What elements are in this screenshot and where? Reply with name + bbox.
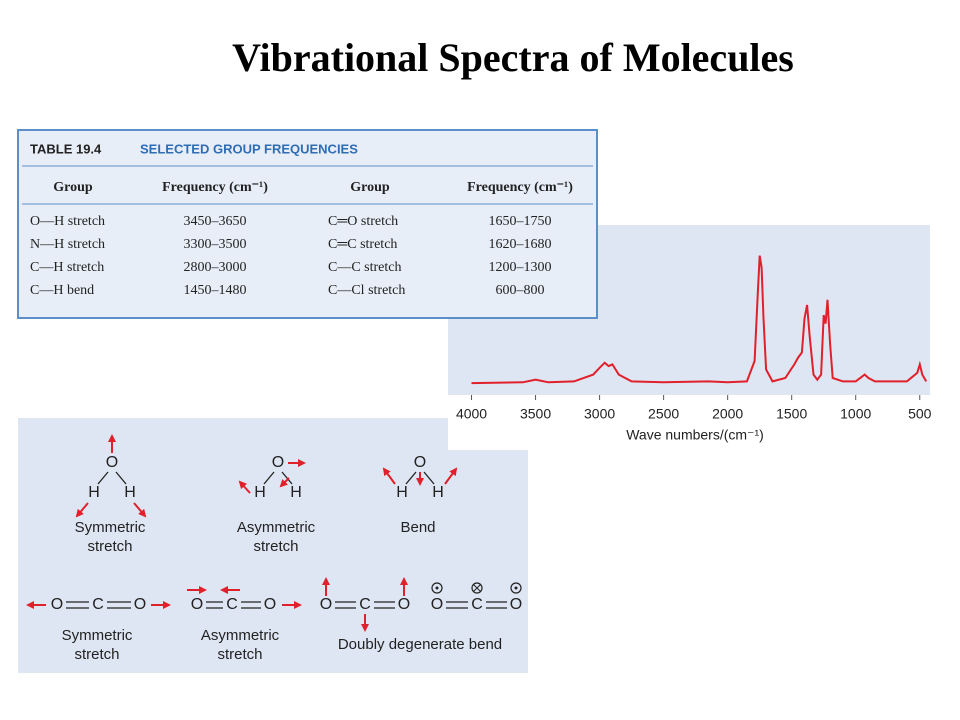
table-caption: SELECTED GROUP FREQUENCIES xyxy=(140,141,358,156)
frequency-table: TABLE 19.4 SELECTED GROUP FREQUENCIES Gr… xyxy=(17,129,598,319)
table-cell: C—Cl stretch xyxy=(328,283,405,298)
x-tick-label: 3500 xyxy=(520,406,551,422)
atom: C xyxy=(226,596,238,613)
bond xyxy=(263,471,275,485)
mode-label: Doubly degenerate bend xyxy=(338,636,502,653)
atom: O xyxy=(134,596,146,613)
bond xyxy=(115,471,127,485)
table-cell: C—C stretch xyxy=(328,260,402,275)
atom: O xyxy=(414,454,426,471)
motion-arrow xyxy=(444,467,458,485)
atom: C xyxy=(471,596,483,613)
mode-label: Bend xyxy=(400,519,435,536)
atom: C xyxy=(92,596,104,613)
mode-label: Symmetric xyxy=(75,519,146,536)
atom: O xyxy=(264,596,276,613)
atom: H xyxy=(432,484,444,501)
table-cell: 2800–3000 xyxy=(184,260,247,275)
motion-arrow xyxy=(75,502,89,518)
mode-label: stretch xyxy=(74,646,119,663)
bond xyxy=(423,471,435,485)
motion-arrow xyxy=(133,502,147,518)
column-header: Group xyxy=(350,180,390,195)
table-cell: 3450–3650 xyxy=(184,214,247,229)
table-cell: N—H stretch xyxy=(30,237,105,252)
atom: H xyxy=(290,484,302,501)
motion-arrow xyxy=(279,477,290,488)
out-of-plane-dot xyxy=(514,586,518,590)
atom: H xyxy=(88,484,100,501)
table-cell: C═O stretch xyxy=(328,214,398,229)
out-of-plane-dot xyxy=(435,586,439,590)
atom: O xyxy=(51,596,63,613)
out-of-plane-symbol xyxy=(510,582,522,594)
column-header: Frequency (cm⁻¹) xyxy=(467,180,573,195)
table-cell: 1620–1680 xyxy=(489,237,552,252)
atom: C xyxy=(359,596,371,613)
atom: O xyxy=(272,454,284,471)
atom: H xyxy=(254,484,266,501)
x-axis-label: Wave numbers/(cm⁻¹) xyxy=(626,427,764,443)
mode-label: stretch xyxy=(217,646,262,663)
bond xyxy=(281,471,293,485)
column-header: Frequency (cm⁻¹) xyxy=(162,180,268,195)
table-label: TABLE 19.4 xyxy=(30,141,102,156)
table-cell: C—H stretch xyxy=(30,260,104,275)
x-tick-label: 500 xyxy=(908,406,932,422)
bond xyxy=(405,471,417,485)
atom: O xyxy=(191,596,203,613)
x-tick-label: 4000 xyxy=(456,406,487,422)
into-plane-cross xyxy=(473,584,481,592)
table-box xyxy=(17,129,598,319)
motion-arrow xyxy=(238,480,251,494)
table-cell: 3300–3500 xyxy=(184,237,247,252)
x-tick-label: 1500 xyxy=(776,406,807,422)
slide-title: Vibrational Spectra of Molecules xyxy=(232,35,794,80)
x-tick-label: 3000 xyxy=(584,406,615,422)
table-cell: C—H bend xyxy=(30,283,94,298)
table-cell: 600–800 xyxy=(496,283,545,298)
mode-label: Asymmetric xyxy=(237,519,316,536)
atom: O xyxy=(320,596,332,613)
mode-label: Symmetric xyxy=(62,627,133,644)
motion-arrow xyxy=(382,467,396,485)
atom: O xyxy=(398,596,410,613)
mode-label: stretch xyxy=(253,538,298,555)
table-cell: 1200–1300 xyxy=(489,260,552,275)
x-tick-label: 2500 xyxy=(648,406,679,422)
atom: H xyxy=(396,484,408,501)
mode-label: Asymmetric xyxy=(201,627,280,644)
table-cell: C═C stretch xyxy=(328,237,397,252)
table-cell: 1650–1750 xyxy=(489,214,552,229)
out-of-plane-symbol xyxy=(471,582,483,594)
atom: O xyxy=(431,596,443,613)
atom: O xyxy=(510,596,522,613)
spectrum-line xyxy=(471,255,928,385)
table-cell: 1450–1480 xyxy=(184,283,247,298)
diagram-panel xyxy=(18,418,528,673)
bond xyxy=(97,471,109,485)
x-tick-label: 2000 xyxy=(712,406,743,422)
atom: H xyxy=(124,484,136,501)
out-of-plane-symbol xyxy=(431,582,443,594)
column-header: Group xyxy=(53,180,93,195)
table-cell: O—H stretch xyxy=(30,214,105,229)
atom: O xyxy=(106,454,118,471)
mode-label: stretch xyxy=(87,538,132,555)
x-tick-label: 1000 xyxy=(840,406,871,422)
